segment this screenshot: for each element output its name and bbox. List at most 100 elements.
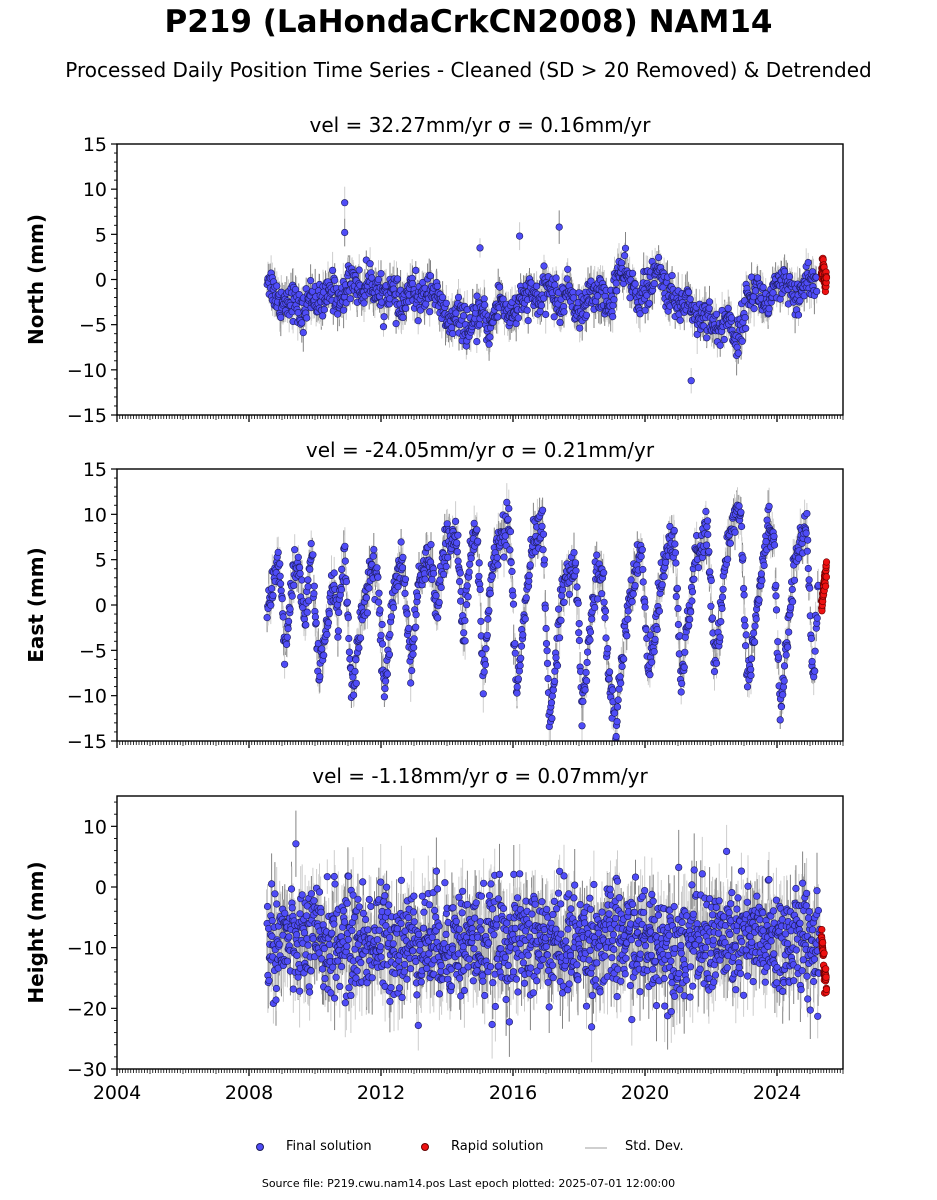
final-point: [550, 313, 558, 321]
final-point: [547, 699, 556, 707]
final-point: [609, 301, 617, 310]
final-point: [460, 629, 468, 637]
final-point: [726, 539, 735, 547]
final-point: [309, 551, 317, 559]
final-point: [412, 611, 420, 619]
final-point: [655, 607, 664, 615]
final-point: [460, 312, 468, 320]
final-point: [346, 295, 354, 303]
final-point: [504, 515, 512, 524]
final-point: [486, 333, 494, 341]
final-point: [774, 638, 782, 646]
final-point: [276, 560, 284, 568]
final-point: [612, 746, 619, 753]
final-point: [718, 593, 727, 601]
final-point: [409, 650, 417, 658]
final-point: [772, 606, 781, 614]
final-point: [600, 569, 608, 577]
final-point: [285, 617, 293, 626]
final-point: [539, 530, 548, 538]
final-point: [684, 288, 693, 296]
final-point: [494, 313, 502, 321]
final-point: [741, 622, 749, 630]
plot-area-east: [263, 483, 831, 753]
final-point: [389, 604, 398, 612]
final-point: [276, 572, 284, 580]
final-point: [526, 561, 534, 569]
final-point: [540, 294, 548, 302]
final-point: [544, 674, 552, 683]
final-point: [486, 589, 494, 598]
final-point: [365, 584, 373, 592]
final-point: [638, 546, 646, 554]
final-solution-points: [263, 199, 821, 385]
final-point: [430, 569, 438, 578]
final-point: [813, 614, 821, 622]
final-point: [464, 593, 472, 601]
final-point: [582, 668, 590, 677]
final-point: [397, 538, 405, 546]
final-point: [614, 696, 622, 704]
rapid-solution-points: [817, 558, 831, 615]
final-point: [306, 565, 314, 573]
final-point: [677, 688, 685, 696]
final-point: [575, 619, 583, 628]
final-point: [493, 553, 501, 562]
final-point: [807, 634, 816, 643]
final-point: [465, 568, 473, 576]
final-point: [476, 244, 484, 252]
final-point: [615, 685, 623, 693]
final-point: [481, 301, 489, 309]
final-point: [401, 589, 409, 598]
final-point: [747, 655, 756, 663]
final-point: [628, 269, 637, 278]
final-point: [461, 637, 469, 645]
final-point: [316, 672, 324, 681]
final-point: [575, 629, 583, 637]
final-point: [410, 635, 418, 643]
final-point: [653, 625, 661, 634]
final-point: [485, 340, 493, 348]
final-point: [503, 498, 511, 507]
final-point: [473, 338, 481, 346]
final-point: [542, 624, 550, 633]
final-point: [331, 276, 339, 284]
final-point: [570, 548, 578, 557]
final-point: [717, 617, 725, 626]
final-point: [329, 266, 337, 275]
final-point: [427, 540, 435, 549]
final-point: [357, 634, 365, 642]
final-point: [639, 578, 647, 586]
final-point: [304, 576, 312, 584]
final-point: [476, 585, 484, 594]
final-point: [435, 598, 443, 607]
final-point: [414, 592, 422, 601]
final-point: [659, 283, 667, 291]
y-tick-label: −5: [79, 315, 107, 337]
y-axis-label: North (mm): [24, 214, 48, 345]
final-point: [304, 583, 312, 591]
final-point: [706, 568, 714, 576]
final-point: [340, 306, 348, 314]
final-point: [463, 582, 471, 590]
final-point: [517, 654, 525, 662]
final-point: [641, 603, 649, 611]
y-tick-label: −15: [67, 405, 107, 427]
final-point: [360, 299, 368, 307]
final-point: [381, 684, 389, 693]
final-point: [662, 558, 670, 567]
final-point: [281, 660, 289, 668]
final-point: [509, 591, 517, 600]
final-point: [341, 542, 349, 550]
final-point: [334, 627, 343, 635]
final-point: [299, 329, 307, 337]
final-point: [788, 585, 796, 594]
y-tick-label: 10: [83, 504, 107, 526]
final-point: [443, 520, 451, 528]
final-point: [532, 282, 541, 290]
final-point: [716, 341, 724, 349]
final-point: [646, 631, 655, 639]
final-point: [392, 320, 400, 328]
final-point: [591, 603, 599, 612]
